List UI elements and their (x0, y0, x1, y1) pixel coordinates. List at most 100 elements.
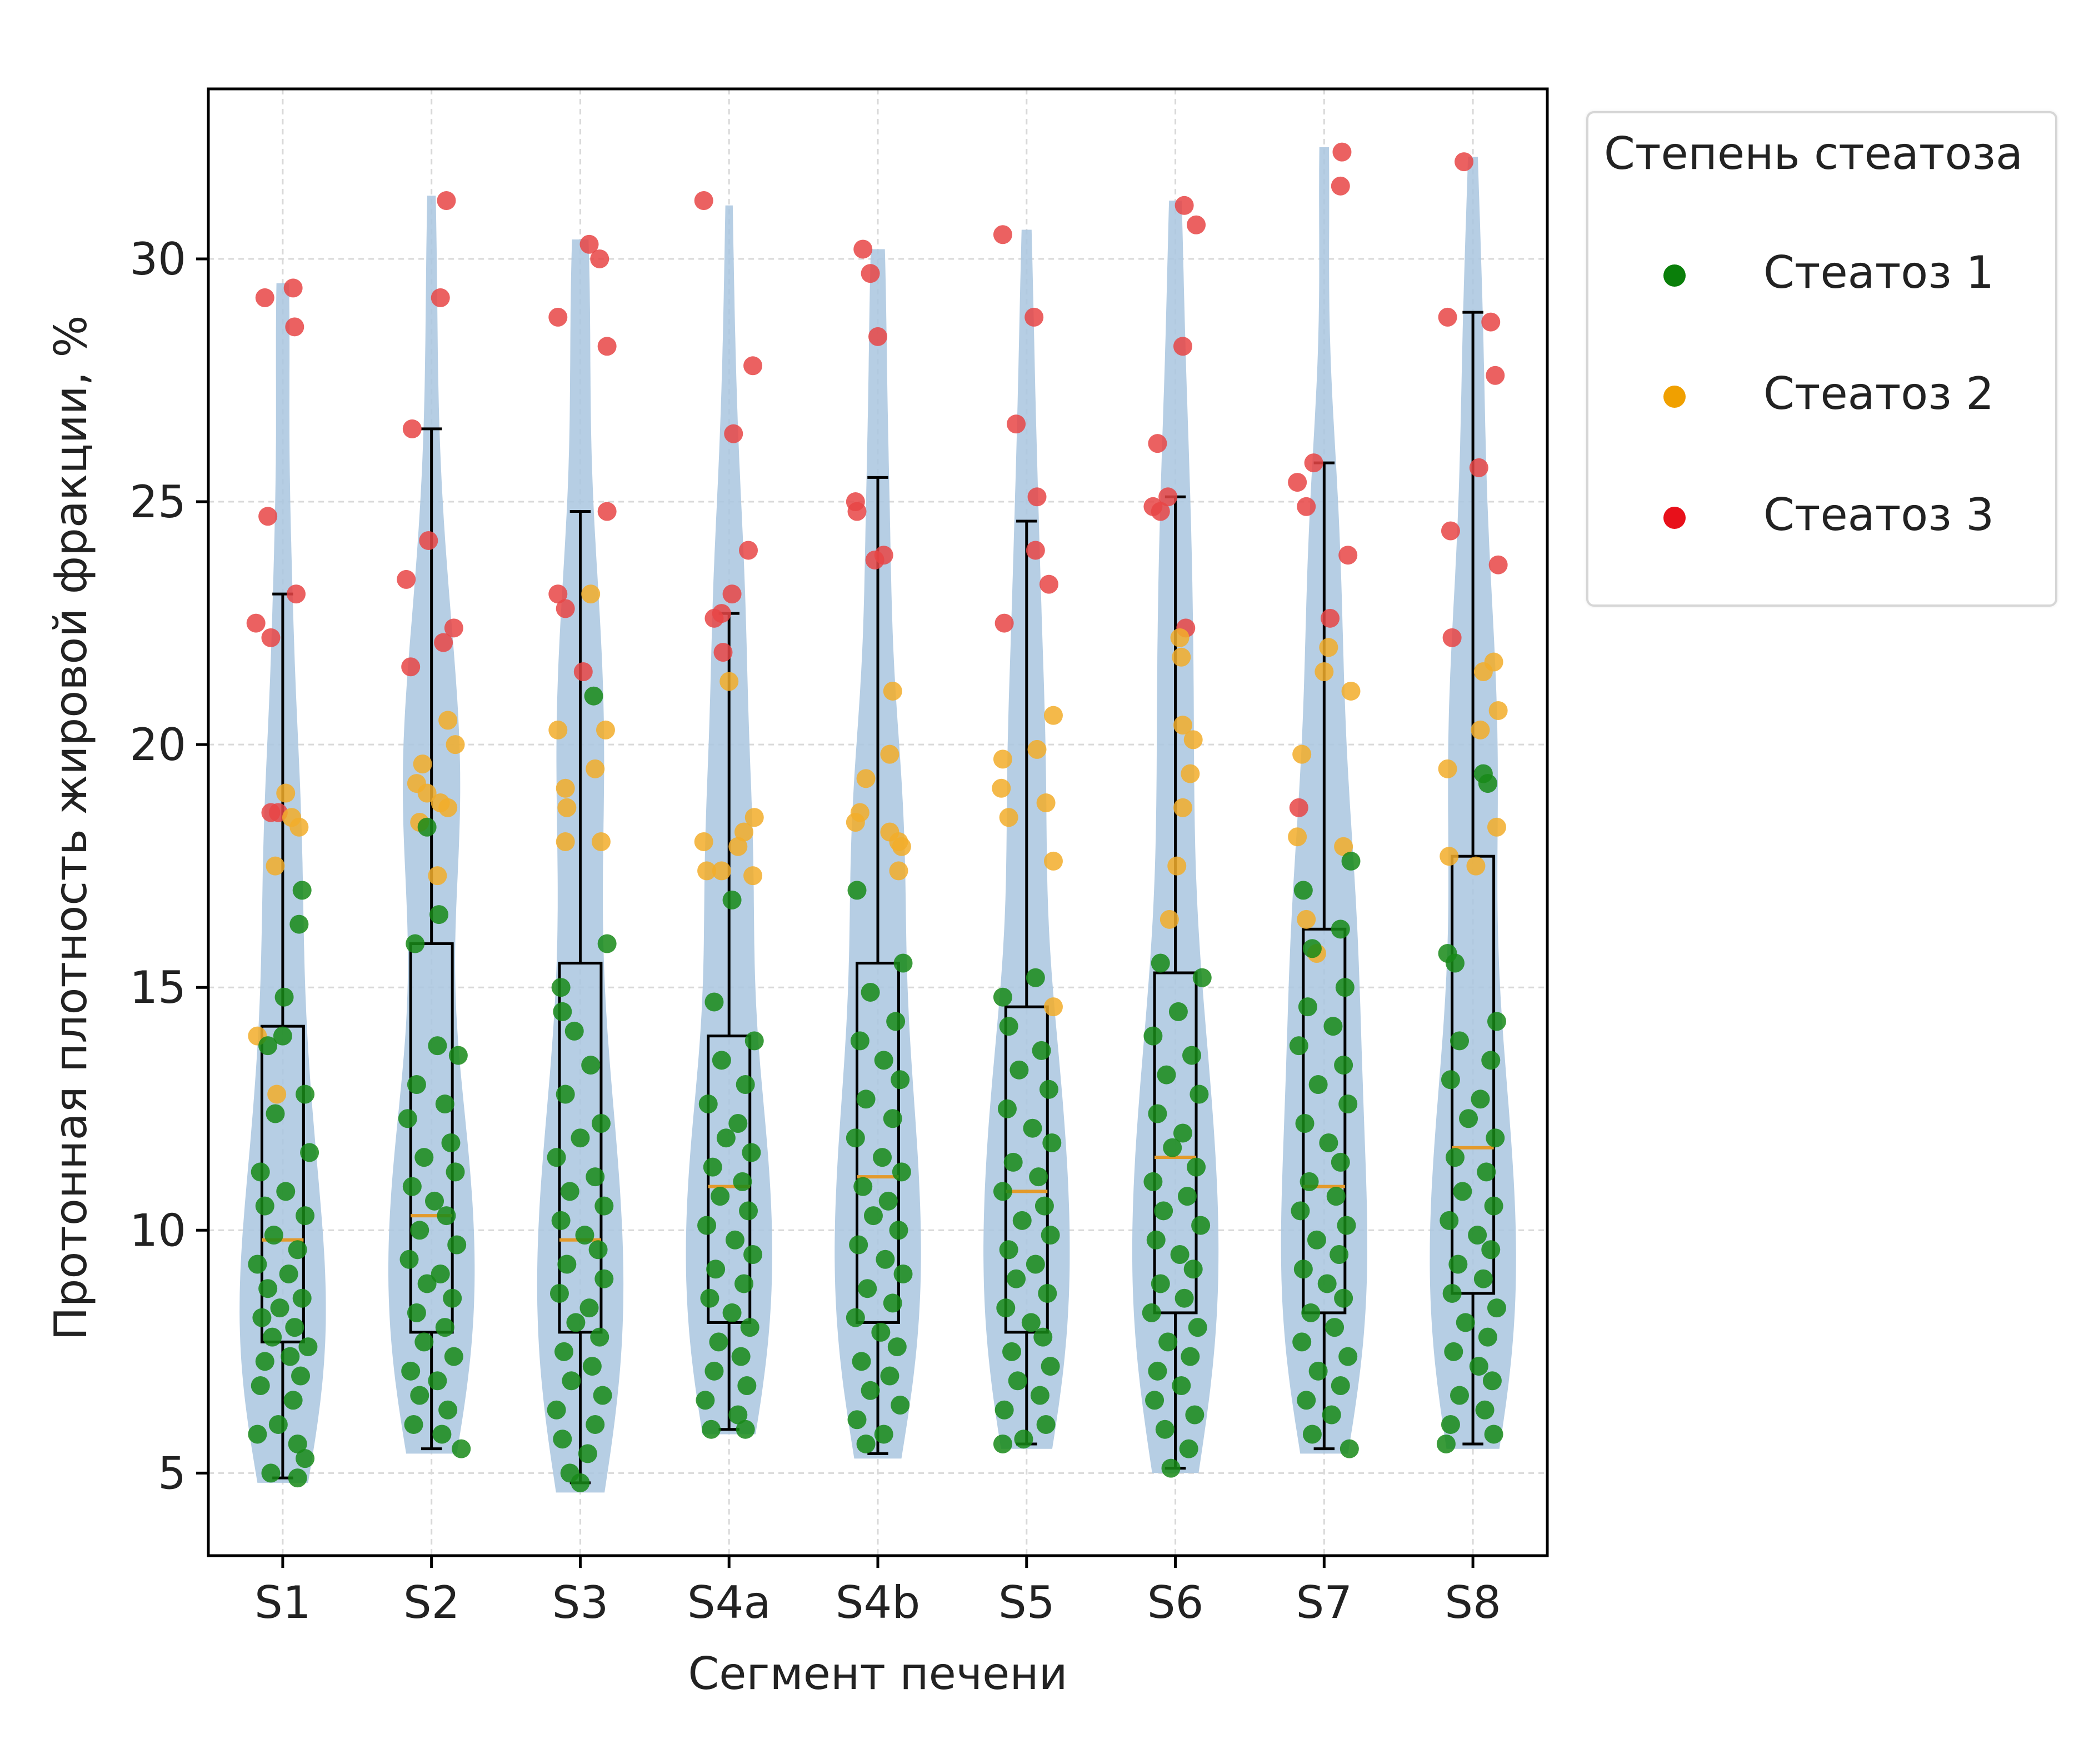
data-point (573, 662, 593, 682)
data-point (1475, 1400, 1495, 1420)
data-point (861, 1381, 880, 1400)
data-point (1486, 1128, 1505, 1148)
data-point (1317, 1274, 1337, 1293)
data-point (1143, 1172, 1163, 1191)
data-point (579, 1298, 599, 1318)
data-point (852, 1352, 871, 1371)
data-point (276, 783, 296, 803)
data-point (255, 288, 274, 307)
data-point (1181, 764, 1200, 783)
data-point (554, 1342, 573, 1361)
data-point (889, 861, 908, 881)
data-point (1484, 1425, 1503, 1444)
data-point (728, 837, 748, 856)
y-axis-label: Протонная плотность жировой фракции, % (45, 315, 97, 1340)
data-point (560, 1182, 579, 1201)
data-point (873, 1148, 892, 1167)
data-point (296, 1085, 315, 1104)
data-point (255, 1352, 274, 1371)
data-point (1023, 1118, 1042, 1138)
data-point (1002, 1342, 1021, 1361)
x-tick-label: S5 (998, 1577, 1055, 1628)
data-point (1158, 1332, 1178, 1352)
data-point (1041, 1357, 1060, 1376)
data-point (594, 1196, 614, 1216)
data-point (263, 1327, 282, 1347)
data-point (596, 720, 615, 739)
data-point (868, 327, 887, 346)
data-point (296, 1449, 315, 1468)
data-point (557, 798, 577, 817)
data-point (268, 1415, 288, 1434)
data-point (1175, 196, 1194, 215)
data-point (1459, 1109, 1478, 1128)
data-point (993, 1182, 1012, 1201)
data-point (1448, 1255, 1468, 1274)
data-point (414, 1332, 434, 1352)
data-point (1033, 1327, 1053, 1347)
data-point (883, 1109, 902, 1128)
data-point (703, 1157, 722, 1177)
data-point (419, 531, 438, 550)
data-point (586, 1415, 605, 1434)
data-point (1288, 473, 1307, 492)
data-point (876, 1250, 895, 1269)
data-point (1319, 638, 1338, 657)
data-point (1478, 774, 1497, 793)
legend: Степень стеатоза Стеатоз 1 Стеатоз 2 Сте… (1586, 111, 2057, 607)
data-point (733, 1172, 752, 1191)
data-point (1334, 1056, 1353, 1075)
data-point (566, 1313, 586, 1332)
data-point (443, 1288, 462, 1308)
data-point (556, 599, 575, 618)
data-point (417, 1274, 437, 1293)
data-point (858, 1279, 877, 1298)
data-point (1034, 1196, 1054, 1216)
data-point (704, 608, 724, 628)
data-point (847, 502, 867, 521)
y-tick-label: 15 (129, 962, 186, 1013)
data-point (712, 861, 731, 881)
data-point (871, 1322, 891, 1342)
data-point (261, 1463, 281, 1483)
data-point (279, 1264, 298, 1283)
data-point (1142, 1303, 1161, 1322)
data-point (993, 225, 1012, 244)
data-point (1331, 176, 1350, 196)
data-point (880, 744, 899, 764)
data-point (1450, 1386, 1470, 1405)
data-point (417, 783, 437, 803)
data-point (551, 978, 571, 997)
data-point (1442, 1283, 1462, 1303)
data-point (1468, 1226, 1487, 1245)
data-point (1487, 1298, 1506, 1318)
data-point (1440, 1211, 1459, 1230)
data-point (1161, 1458, 1181, 1478)
data-point (846, 1128, 865, 1148)
data-point (582, 1357, 602, 1376)
data-point (889, 1221, 908, 1240)
data-point (1151, 502, 1170, 521)
data-point (298, 1337, 318, 1357)
data-point (414, 1148, 434, 1167)
data-point (1338, 1095, 1358, 1114)
data-point (725, 1230, 744, 1250)
data-point (571, 1128, 590, 1148)
data-point (270, 1298, 289, 1318)
data-point (553, 1430, 572, 1449)
data-point (407, 1303, 426, 1322)
data-point (1323, 1017, 1343, 1036)
data-point (597, 337, 617, 356)
data-point (886, 1012, 906, 1031)
data-point (739, 541, 758, 560)
data-point (1009, 1060, 1029, 1080)
data-point (999, 1240, 1018, 1260)
data-point (702, 1420, 721, 1439)
data-point (728, 1113, 748, 1133)
data-point (556, 832, 575, 851)
data-point (743, 866, 763, 886)
data-point (697, 1216, 717, 1235)
data-point (288, 1468, 307, 1488)
data-point (891, 1396, 910, 1415)
data-point (1029, 1167, 1048, 1187)
